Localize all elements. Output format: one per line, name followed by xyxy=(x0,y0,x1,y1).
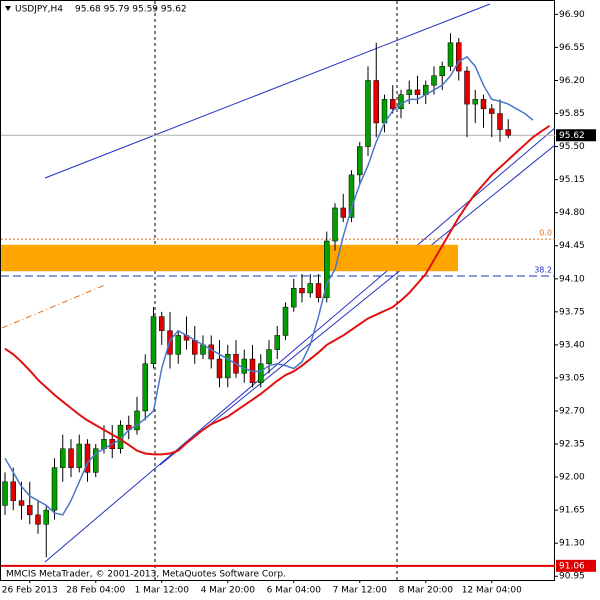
y-tick-label: 92.70 xyxy=(559,406,585,416)
x-tick-label: 7 Mar 12:00 xyxy=(333,586,388,596)
candle-body xyxy=(431,75,437,86)
candle-body xyxy=(134,410,140,431)
candle-body xyxy=(150,316,157,365)
candle-body xyxy=(315,283,322,298)
candle-body xyxy=(480,99,487,110)
candle-body xyxy=(266,349,272,365)
supply-zone xyxy=(1,244,458,272)
channel-line xyxy=(44,3,491,179)
candle-body xyxy=(299,287,305,294)
candle-body xyxy=(43,509,49,525)
candle-body xyxy=(241,358,247,374)
x-tick-label: 4 Mar 20:00 xyxy=(201,586,256,596)
y-tick-label: 92.00 xyxy=(559,473,585,483)
x-tick-label: 12 Mar 04:00 xyxy=(462,586,522,596)
candle-body xyxy=(406,89,412,95)
candle-body xyxy=(414,89,421,95)
candle-body xyxy=(258,363,264,383)
y-tick-label: 93.40 xyxy=(559,340,585,350)
channel-line xyxy=(159,144,556,466)
indicator-line xyxy=(4,55,534,516)
candle-body xyxy=(365,80,371,147)
y-tick-label: 95.85 xyxy=(559,109,585,119)
candle-body xyxy=(307,283,313,294)
plot-frame xyxy=(0,0,555,581)
x-tick-label: 28 Feb 04:00 xyxy=(66,586,125,596)
candle-body xyxy=(208,344,214,360)
candle-body xyxy=(282,306,289,336)
y-tick-label: 93.05 xyxy=(559,373,585,383)
candle-body xyxy=(464,70,470,105)
y-tick-label: 95.15 xyxy=(559,175,585,185)
candle-body xyxy=(10,481,16,501)
x-tick-label: 6 Mar 04:00 xyxy=(267,586,322,596)
candle-body xyxy=(472,99,478,105)
candle-body xyxy=(456,42,462,72)
candle-body xyxy=(175,335,181,355)
candle-body xyxy=(142,363,148,412)
candle-body xyxy=(84,443,91,473)
y-tick-label: 96.90 xyxy=(559,10,585,20)
candle-body xyxy=(159,316,165,331)
alert-price-box xyxy=(556,559,596,572)
candle-body xyxy=(35,514,41,525)
candle-body xyxy=(18,500,25,506)
y-tick-label: 94.80 xyxy=(559,208,585,218)
x-tick-label: 1 Mar 12:00 xyxy=(135,586,190,596)
candle-body xyxy=(357,146,363,176)
fib-label: 0.0 xyxy=(539,229,552,238)
chart-subtitle: 95.68 95.79 95.59 95.62 xyxy=(75,5,187,15)
y-tick-label: 94.10 xyxy=(559,274,585,284)
x-tick-label: 8 Mar 20:00 xyxy=(399,586,454,596)
current-price-label: 95.62 xyxy=(559,131,585,141)
indicator-line xyxy=(4,124,551,456)
candle-body xyxy=(27,505,33,516)
candle-body xyxy=(332,207,338,242)
candle-body xyxy=(439,66,445,77)
y-tick-label: 94.45 xyxy=(559,241,585,251)
y-tick-label: 96.55 xyxy=(559,43,585,53)
candle-body xyxy=(274,335,280,350)
candle-body xyxy=(93,448,99,473)
plot-layer: 0.0 38.2 xyxy=(1,33,555,567)
y-tick-label: 92.35 xyxy=(559,440,585,450)
candle-body xyxy=(505,129,511,136)
candle-body xyxy=(51,467,58,511)
fib-trendline xyxy=(1,284,106,329)
candle-body xyxy=(489,108,495,114)
candle-body xyxy=(291,287,297,308)
y-tick-label: 93.75 xyxy=(559,307,585,317)
candle-body xyxy=(2,481,8,506)
candle-body xyxy=(225,354,231,379)
candle-body xyxy=(324,240,330,298)
menu-triangle xyxy=(5,6,11,11)
y-tick-label: 90.95 xyxy=(559,572,585,582)
candle-body xyxy=(398,94,404,110)
candle-body xyxy=(340,207,346,218)
candle-body xyxy=(60,448,66,468)
y-tick-label: 91.65 xyxy=(559,506,585,516)
candle-body xyxy=(348,174,355,218)
candle-body xyxy=(390,99,396,110)
fib-label: 38.2 xyxy=(534,265,552,274)
candle-body xyxy=(192,339,198,355)
candle-body xyxy=(68,448,74,468)
y-tick-label: 91.30 xyxy=(559,539,585,549)
y-tick-label: 95.50 xyxy=(559,142,585,152)
chart-title: USDJPY,H4 xyxy=(15,5,63,15)
x-tick-label: 26 Feb 2013 xyxy=(2,586,58,596)
footer: MMCIS MetaTrader, © 2001-2013, MetaQuote… xyxy=(6,570,286,580)
candle-body xyxy=(216,358,223,379)
alert-price-label: 91.06 xyxy=(559,561,585,571)
candle-body xyxy=(497,113,503,130)
y-tick-label: 96.20 xyxy=(559,76,585,86)
candle-body xyxy=(76,443,82,468)
candle-body xyxy=(447,42,454,67)
candle-body xyxy=(373,80,379,124)
current-price-box xyxy=(556,129,596,142)
